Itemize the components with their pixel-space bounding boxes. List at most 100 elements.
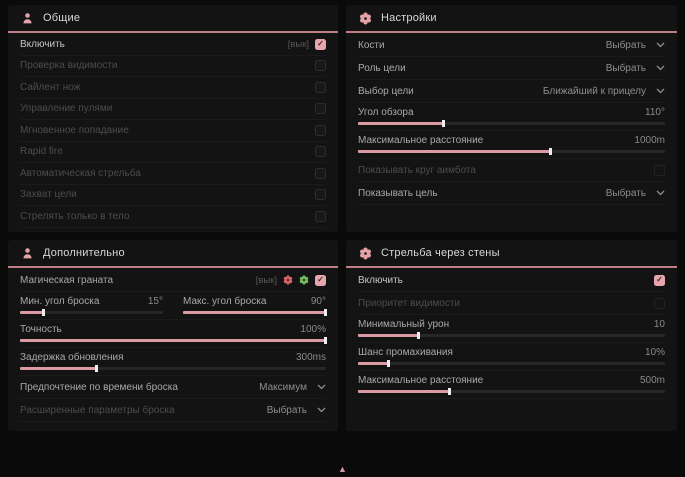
- target-select-dropdown[interactable]: Ближайший к прицелу: [543, 86, 665, 97]
- show-target-dropdown[interactable]: Выбрать: [606, 188, 665, 199]
- slider-value: 10: [653, 319, 665, 330]
- row-label: Стрелять только в тело: [20, 210, 130, 222]
- bullet-control-checkbox[interactable]: [315, 103, 326, 115]
- row-label: Захват цели: [20, 189, 77, 201]
- max-distance-slider[interactable]: [358, 148, 665, 155]
- row-label: Макс. угол броска: [183, 296, 267, 307]
- chevron-down-icon: [317, 384, 326, 390]
- row-enable: Включить [вык]: [20, 34, 326, 56]
- row-fov: Угол обзора 110°: [358, 103, 665, 131]
- slider-handle[interactable]: [94, 365, 98, 372]
- scroll-up-indicator[interactable]: ▲: [338, 464, 347, 474]
- row-target-select: Выбор цели Ближайший к прицелу: [358, 80, 665, 103]
- slider-handle[interactable]: [549, 148, 553, 155]
- row-label: Мин. угол броска: [20, 296, 100, 307]
- min-throw-slider[interactable]: [20, 309, 163, 316]
- row-label: Максимальное расстояние: [358, 375, 484, 386]
- row-max-distance: Максимальное расстояние 1000m: [358, 131, 665, 159]
- row-advanced-params: Расширенные параметры броска Выбрать: [20, 399, 326, 422]
- target-lock-checkbox[interactable]: [315, 189, 326, 201]
- row-body-only: Стрелять только в тело: [20, 206, 326, 228]
- miss-chance-slider[interactable]: [358, 360, 665, 367]
- row-magic-grenade: Магическая граната [вык]: [20, 269, 326, 292]
- wall-max-distance-slider[interactable]: [358, 388, 665, 395]
- slider-handle[interactable]: [417, 332, 421, 339]
- chevron-down-icon: [656, 190, 665, 196]
- visibility-priority-checkbox[interactable]: [654, 297, 665, 309]
- chevron-down-icon: [656, 65, 665, 71]
- slider-value: 1000m: [634, 135, 665, 146]
- keybind-label[interactable]: [вык]: [255, 274, 277, 286]
- panel-title: Настройки: [381, 12, 437, 24]
- dropdown-value: Выбрать: [605, 39, 646, 51]
- gear-red-icon[interactable]: [283, 275, 293, 285]
- row-label: Кости: [358, 39, 385, 51]
- chevron-down-icon: [656, 42, 665, 48]
- slider-handle[interactable]: [448, 388, 452, 395]
- row-miss-chance: Шанс промахивания 10%: [358, 343, 665, 371]
- row-visibility-check: Проверка видимости: [20, 56, 326, 77]
- row-label: Минимальный урон: [358, 319, 450, 330]
- wallshot-enable-checkbox[interactable]: [654, 274, 665, 286]
- chevron-down-icon: [317, 407, 326, 413]
- row-label: Мгновенное попадание: [20, 124, 129, 136]
- body-only-checkbox[interactable]: [315, 210, 326, 222]
- row-label: Предпочтение по времени броска: [20, 381, 178, 393]
- row-wallshot-enable: Включить: [358, 269, 665, 292]
- row-auto-fire: Автоматическая стрельба: [20, 163, 326, 185]
- slider-value: 10%: [644, 347, 665, 358]
- row-label: Включить: [358, 274, 403, 286]
- slider-value: 110°: [645, 107, 665, 118]
- advanced-params-dropdown[interactable]: Выбрать: [267, 405, 326, 416]
- magic-grenade-checkbox[interactable]: [315, 274, 326, 286]
- fov-slider[interactable]: [358, 120, 665, 127]
- bones-dropdown[interactable]: Выбрать: [606, 40, 665, 51]
- silent-knife-checkbox[interactable]: [315, 81, 326, 93]
- panel-general-header: Общие: [8, 5, 338, 33]
- slider-handle[interactable]: [324, 337, 327, 344]
- target-role-dropdown[interactable]: Выбрать: [606, 63, 665, 74]
- slider-handle[interactable]: [386, 360, 390, 367]
- show-circle-checkbox[interactable]: [654, 164, 665, 176]
- panel-additional: Дополнительно Магическая граната [вык]: [8, 240, 338, 431]
- dropdown-value: Ближайший к прицелу: [542, 85, 646, 97]
- max-throw-block: Макс. угол броска 90°: [183, 296, 327, 316]
- row-silent-knife: Сайлент нож: [20, 77, 326, 99]
- dropdown-value: Выбрать: [605, 187, 646, 199]
- keybind-label[interactable]: [вык]: [287, 38, 309, 50]
- enable-checkbox[interactable]: [315, 38, 326, 50]
- throw-time-dropdown[interactable]: Максимум: [259, 382, 326, 393]
- row-throw-time: Предпочтение по времени броска Максимум: [20, 376, 326, 399]
- panel-settings-header: Настройки: [346, 5, 677, 33]
- slider-handle[interactable]: [42, 309, 46, 316]
- slider-value: 100%: [300, 324, 326, 335]
- row-throw-angles: Мин. угол броска 15° Макс. угол броска 9…: [20, 292, 327, 320]
- slider-value: 500m: [639, 375, 665, 386]
- row-update-delay: Задержка обновления 300ms: [20, 348, 326, 376]
- slider-value: 300ms: [295, 352, 326, 363]
- panel-additional-header: Дополнительно: [8, 240, 338, 268]
- update-delay-slider[interactable]: [20, 365, 326, 372]
- row-bullet-control: Управление пулями: [20, 99, 326, 120]
- row-instant-hit: Мгновенное попадание: [20, 120, 326, 142]
- min-damage-slider[interactable]: [358, 332, 665, 339]
- slider-handle[interactable]: [324, 309, 327, 316]
- row-label: Выбор цели: [358, 85, 414, 97]
- accuracy-slider[interactable]: [20, 337, 327, 344]
- instant-hit-checkbox[interactable]: [315, 124, 326, 136]
- rapid-fire-checkbox[interactable]: [315, 146, 326, 158]
- row-label: Магическая граната: [20, 274, 114, 286]
- auto-fire-checkbox[interactable]: [315, 167, 326, 179]
- gear-green-icon[interactable]: [299, 275, 309, 285]
- panel-title: Дополнительно: [43, 247, 125, 259]
- slider-handle[interactable]: [441, 120, 445, 127]
- slider-value: 15°: [147, 296, 163, 307]
- max-throw-slider[interactable]: [183, 309, 327, 316]
- gear-icon: [359, 12, 372, 25]
- row-wall-max-distance: Максимальное расстояние 500m: [358, 371, 665, 399]
- visibility-check-checkbox[interactable]: [315, 60, 326, 72]
- row-target-role: Роль цели Выбрать: [358, 57, 665, 80]
- row-label: Точность: [20, 324, 62, 335]
- row-label: Приоритет видимости: [358, 297, 461, 309]
- row-label: Угол обзора: [358, 107, 414, 118]
